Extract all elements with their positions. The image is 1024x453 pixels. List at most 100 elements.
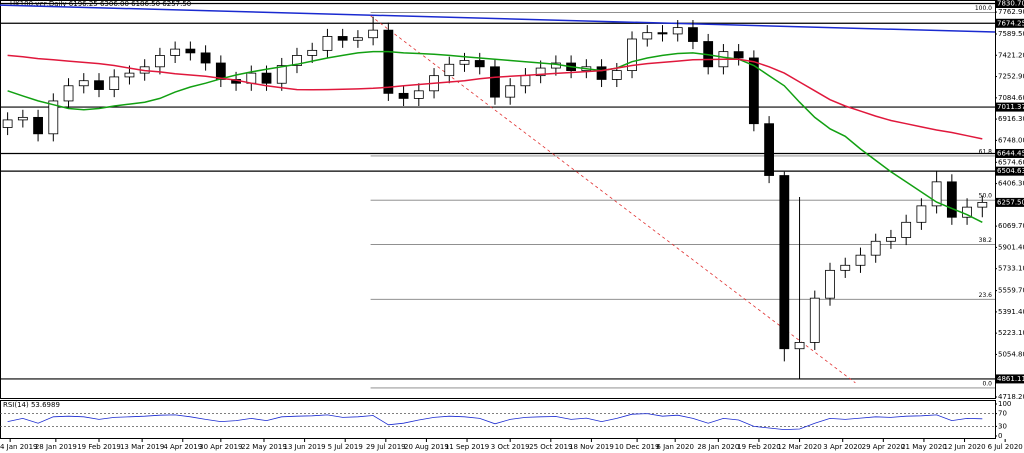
x-tick-label: 12 Jun 2020 (943, 443, 985, 451)
y-tick-label: 7252.90 (998, 73, 1024, 81)
level-box (996, 374, 1024, 384)
candle-body (855, 254, 866, 266)
x-tick-label: 21 May 2020 (901, 443, 947, 451)
y-tick-label: 5901.40 (998, 243, 1024, 251)
rsi-tick-label: 70 (998, 410, 1007, 418)
candle-body (109, 76, 120, 90)
x-tick-label: 25 Oct 2019 (529, 443, 572, 451)
level-label: 4861.11 (997, 375, 1024, 383)
y-tick-label: 6406.30 (998, 180, 1024, 188)
candle-body (124, 72, 135, 78)
fib-label: 38.2 (979, 237, 993, 244)
candle-body (170, 48, 181, 56)
level-box (996, 148, 1024, 158)
fib-diagonal (370, 15, 856, 384)
candle-body (33, 116, 43, 135)
candle-body (215, 62, 226, 80)
price-label: 6257.50 (997, 198, 1024, 206)
candle-body (368, 29, 379, 39)
candle-body (292, 55, 302, 66)
candle-body (444, 63, 455, 77)
fib-label: 0.0 (982, 380, 992, 387)
x-tick-label: 28 Jan 2019 (35, 443, 77, 451)
x-tick-label: 29 Jul 2019 (366, 443, 406, 451)
x-tick-label: 30 Apr 2019 (199, 443, 242, 451)
x-tick-label: 5 Jul 2019 (328, 443, 363, 451)
x-tick-label: 18 Nov 2019 (569, 443, 614, 451)
x-tick-label: 4 Jan 2019 (0, 443, 38, 451)
candle-body (94, 80, 104, 90)
rsi-tick-label: 100 (998, 400, 1011, 408)
candle-body (398, 92, 409, 99)
y-tick-label: 6916.30 (998, 115, 1024, 123)
x-tick-label: 4 Apr 2019 (163, 443, 202, 451)
moving-average (7, 54, 983, 140)
candle-body (185, 48, 196, 54)
candle-body (672, 27, 683, 35)
y-tick-label: 7762.90 (998, 8, 1024, 16)
candle-body (779, 175, 790, 350)
candle-body (931, 181, 942, 207)
candle-body (322, 36, 333, 51)
rsi-tick-label: 0 (998, 432, 1002, 440)
candle-body (886, 237, 896, 242)
level-box (996, 166, 1024, 176)
y-tick-label: 5391.40 (998, 308, 1024, 316)
candle-body (688, 27, 698, 42)
candle-body (307, 49, 318, 56)
rsi-panel (0, 400, 996, 439)
level-label: 7011.37 (997, 103, 1024, 111)
level-box (996, 102, 1024, 112)
x-tick-label: 11 Sep 2019 (445, 443, 489, 451)
candle-body (474, 60, 485, 68)
candle-body (337, 36, 348, 41)
rsi-tick-label: 30 (998, 422, 1007, 430)
y-tick-label: 5733.10 (998, 265, 1024, 273)
candle-body (916, 205, 927, 223)
candle-body (63, 85, 74, 102)
y-tick-label: 4718.20 (998, 393, 1024, 401)
candle-body (261, 72, 272, 84)
rsi-line (7, 413, 983, 431)
candle-body (459, 60, 470, 65)
x-tick-label: 28 Jan 2020 (697, 443, 739, 451)
candle-body (901, 221, 912, 238)
fib-label: 61.8 (979, 148, 993, 155)
x-tick-label: 6 Jul 2020 (988, 443, 1023, 451)
candle-body (505, 85, 516, 98)
trendline (0, 4, 996, 33)
candle-body (977, 201, 988, 208)
candle-body (870, 240, 881, 256)
y-tick-label: 7589.50 (998, 30, 1024, 38)
y-tick-label: 5223.10 (998, 329, 1024, 337)
fib-label: 50.0 (979, 193, 993, 200)
candle-body (276, 65, 287, 84)
candle-body (2, 119, 13, 128)
candle-body (825, 269, 835, 299)
level-label: 6504.63 (997, 167, 1024, 175)
candle-body (733, 51, 744, 59)
candle-body (352, 37, 363, 41)
candle-body (657, 32, 668, 35)
candle-body (748, 57, 759, 125)
candle-body (840, 264, 851, 271)
y-tick-label: 5054.80 (998, 350, 1024, 358)
candle-body (155, 55, 165, 68)
x-tick-label: 19 Feb 2020 (737, 443, 781, 451)
level-box (996, 18, 1024, 28)
candle-body (383, 29, 394, 94)
fib-label: 100.0 (975, 5, 992, 12)
candle-body (413, 90, 424, 99)
y-tick-label: 7084.60 (998, 94, 1024, 102)
moving-average (7, 50, 983, 223)
level-label: 7674.25 (997, 19, 1024, 27)
x-tick-label: 22 May 2019 (241, 443, 287, 451)
candle-body (246, 72, 257, 84)
y-tick-label: 6574.60 (998, 158, 1024, 166)
candle-body (200, 52, 211, 64)
candle-body (642, 32, 653, 40)
level-label: 6644.45 (997, 149, 1024, 157)
x-tick-label: 3 Oct 2019 (491, 443, 530, 451)
candle-body (48, 100, 59, 135)
